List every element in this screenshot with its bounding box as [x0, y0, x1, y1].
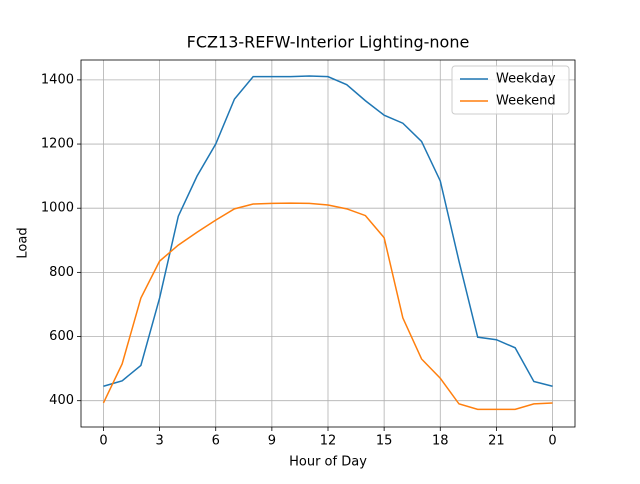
x-tick-label: 0: [548, 434, 556, 449]
legend-box: [451, 65, 570, 115]
y-tick-label: 1400: [41, 72, 74, 87]
line-series: [102, 202, 553, 411]
legend: Weekday Weekend: [451, 65, 570, 115]
x-tick-label: 21: [488, 434, 505, 449]
plot-frame: [80, 59, 576, 428]
x-axis-label: Hour of Day: [289, 455, 367, 470]
x-tick-label: 3: [155, 434, 163, 449]
x-tick-label: 9: [268, 434, 276, 449]
y-tick-label: 1200: [41, 137, 74, 152]
y-axis-label: Load: [16, 227, 31, 258]
y-tick-label: 600: [49, 329, 74, 344]
legend-label: Weekday: [496, 72, 556, 87]
legend-label: Weekend: [496, 94, 556, 109]
y-tick-label: 400: [49, 393, 74, 408]
y-tick-label: 800: [49, 265, 74, 280]
y-tick-label: 1000: [41, 201, 74, 216]
x-tick-label: 6: [212, 434, 220, 449]
chart-title: FCZ13-REFW-Interior Lighting-none: [187, 33, 470, 52]
x-tick-label: 0: [99, 434, 107, 449]
x-tick-label: 12: [320, 434, 337, 449]
x-tick-label: 18: [432, 434, 449, 449]
x-tick-label: 15: [376, 434, 393, 449]
line-series: [103, 75, 553, 387]
